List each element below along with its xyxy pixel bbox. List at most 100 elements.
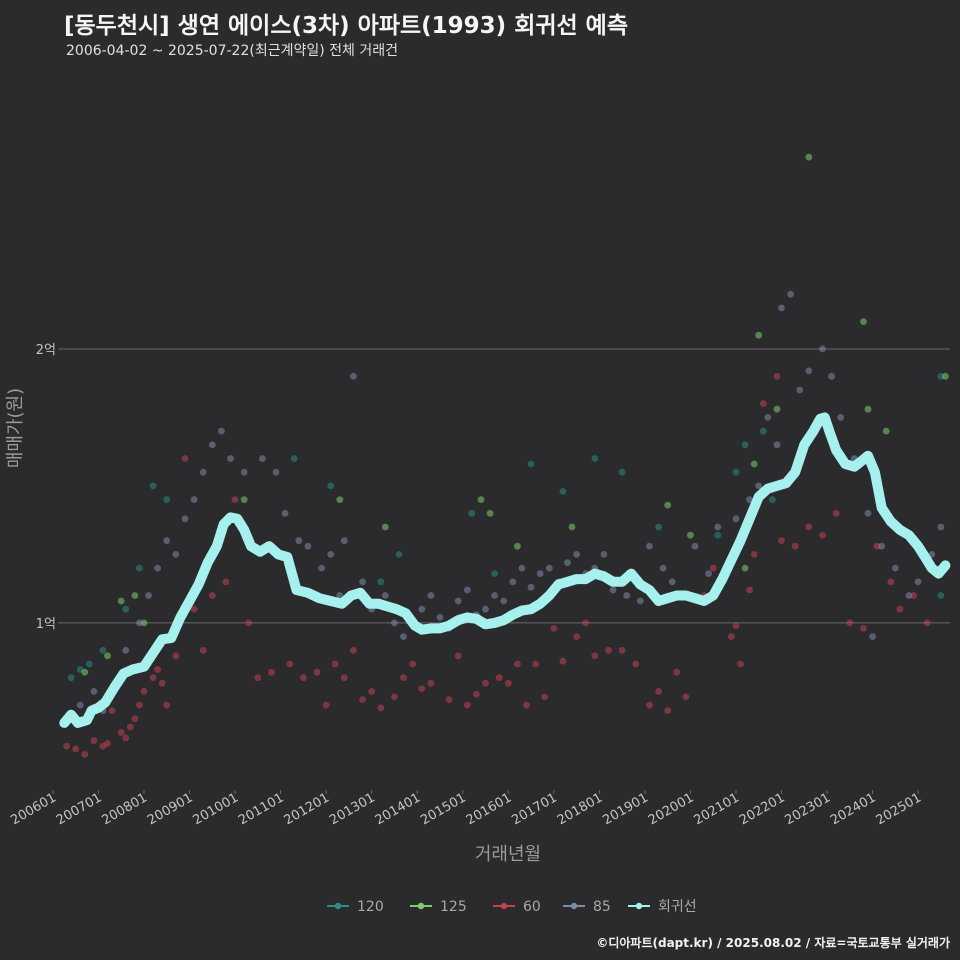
point-60-46 — [473, 690, 480, 698]
point-120-2 — [85, 660, 93, 668]
legend-label: 85 — [593, 899, 611, 915]
point-85-46 — [536, 570, 544, 577]
point-60-53 — [541, 693, 549, 701]
x-axis-ticks: 2006012007012008012009012010012011012012… — [8, 790, 924, 828]
point-60-30 — [322, 701, 330, 709]
point-60-62 — [646, 701, 653, 709]
x-tick-label: 202101 — [691, 790, 741, 828]
x-tick-label: 201501 — [418, 790, 468, 828]
point-60-25 — [254, 674, 262, 682]
point-60-11 — [136, 701, 143, 709]
y-axis-label: 매매가(원) — [5, 388, 26, 468]
point-60-29 — [313, 668, 321, 676]
point-60-57 — [582, 619, 590, 627]
point-60-54 — [550, 625, 558, 632]
point-60-52 — [532, 660, 539, 668]
point-125-22 — [942, 372, 949, 380]
legend-item-0: 120 — [327, 899, 384, 915]
point-85-67 — [755, 482, 763, 490]
point-60-44 — [454, 652, 462, 660]
point-85-66 — [746, 496, 753, 503]
point-60-7 — [117, 729, 125, 736]
point-85-2 — [90, 688, 98, 695]
point-60-5 — [104, 740, 111, 747]
point-125-18 — [805, 153, 813, 161]
legend-label: 125 — [440, 899, 467, 915]
point-85-63 — [714, 523, 722, 531]
point-60-23 — [231, 496, 239, 503]
point-60-59 — [605, 646, 612, 654]
point-125-17 — [773, 405, 781, 413]
point-120-23 — [769, 496, 776, 503]
point-60-43 — [445, 696, 453, 703]
point-85-25 — [340, 537, 348, 545]
point-85-21 — [295, 537, 303, 545]
point-125-2 — [117, 597, 125, 605]
point-120-18 — [655, 523, 662, 531]
legend-swatch-dot — [334, 902, 342, 910]
legend-item-3: 85 — [563, 899, 611, 915]
point-85-10 — [172, 551, 180, 558]
point-85-87 — [869, 633, 876, 640]
point-85-5 — [122, 646, 130, 654]
point-60-34 — [359, 696, 366, 703]
legend: 120 125 60 85 회귀선 — [327, 899, 697, 915]
legend-item-1: 125 — [410, 899, 467, 915]
point-60-3 — [90, 737, 98, 745]
point-85-37 — [454, 597, 462, 605]
point-85-16 — [227, 455, 234, 462]
point-125-9 — [486, 509, 494, 517]
source-caption: ©디아파트(dapt.kr) / 2025.08.02 / 자료=국토교통부 실… — [596, 936, 950, 950]
point-85-65 — [732, 515, 740, 523]
point-125-10 — [514, 542, 521, 550]
point-85-20 — [281, 509, 289, 517]
point-125-0 — [81, 668, 89, 676]
point-85-73 — [819, 345, 826, 353]
point-60-41 — [427, 679, 435, 687]
point-120-3 — [99, 646, 107, 654]
point-85-45 — [527, 583, 535, 591]
point-125-7 — [381, 523, 389, 531]
point-60-14 — [154, 666, 162, 673]
point-60-86 — [896, 605, 904, 613]
point-85-22 — [304, 542, 312, 550]
x-tick-label: 201301 — [327, 790, 377, 828]
point-60-60 — [618, 646, 626, 654]
point-120-8 — [290, 455, 298, 462]
series-120 — [67, 372, 945, 682]
point-60-17 — [172, 652, 180, 660]
point-125-14 — [741, 564, 749, 572]
point-60-73 — [746, 586, 753, 594]
point-85-53 — [600, 551, 608, 558]
point-85-57 — [646, 542, 653, 550]
point-85-26 — [350, 372, 357, 380]
point-60-1 — [72, 745, 80, 753]
x-tick-label: 201001 — [191, 790, 241, 828]
point-60-85 — [887, 578, 895, 586]
point-60-88 — [923, 619, 931, 627]
point-85-54 — [609, 586, 617, 594]
point-85-15 — [218, 427, 225, 435]
point-60-20 — [199, 646, 207, 654]
point-60-40 — [418, 685, 426, 692]
legend-item-2: 60 — [493, 899, 541, 915]
point-60-13 — [149, 674, 157, 682]
point-125-11 — [568, 523, 576, 531]
point-85-79 — [892, 564, 899, 572]
point-85-34 — [427, 592, 435, 599]
point-85-62 — [705, 570, 712, 577]
point-85-71 — [796, 386, 804, 394]
point-120-13 — [491, 570, 498, 577]
point-120-0 — [67, 674, 75, 682]
point-85-75 — [837, 414, 845, 421]
point-60-70 — [728, 633, 735, 640]
point-60-66 — [682, 693, 690, 701]
point-60-27 — [286, 660, 294, 668]
point-60-80 — [819, 531, 826, 539]
point-60-51 — [523, 701, 530, 709]
point-125-15 — [750, 460, 758, 468]
point-85-31 — [400, 633, 407, 640]
x-tick-label: 202301 — [783, 790, 833, 828]
point-85-68 — [764, 414, 772, 421]
point-60-75 — [759, 400, 767, 408]
